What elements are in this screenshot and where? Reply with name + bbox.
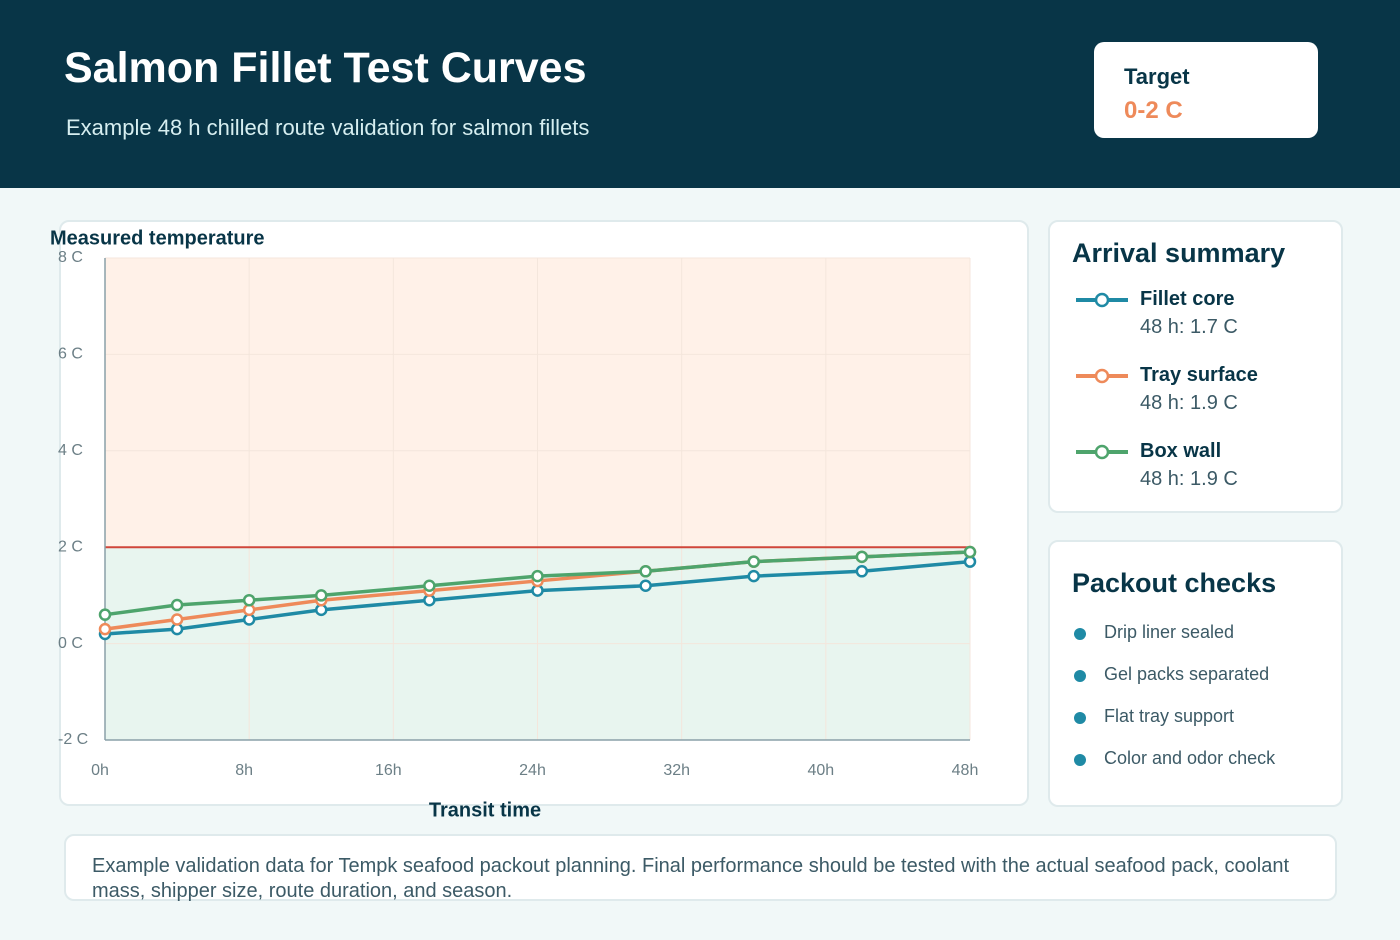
target-label: Target xyxy=(1124,64,1190,89)
point xyxy=(170,598,184,612)
point xyxy=(98,622,112,636)
check-item: Gel packs separated xyxy=(1074,664,1269,685)
check-item: Color and odor check xyxy=(1074,748,1275,769)
bullet xyxy=(1074,754,1086,766)
point xyxy=(170,613,184,626)
y-tick-label: 2 C xyxy=(58,538,83,555)
x-tick-label: 48h xyxy=(952,762,979,779)
check-label: Drip liner sealed xyxy=(1104,622,1235,642)
arrival-value: 48 h: 1.9 C xyxy=(1140,392,1238,414)
summary-title: Arrival summary xyxy=(1072,238,1286,268)
y-tick-label: -2 C xyxy=(58,731,88,748)
arrival-value: 48 h: 1.9 C xyxy=(1140,468,1238,490)
legend-marker xyxy=(1094,368,1110,384)
point xyxy=(98,608,112,621)
x-tick-label: 0h xyxy=(91,762,109,779)
y-tick-label: 8 C xyxy=(58,249,83,266)
check-label: Gel packs separated xyxy=(1104,664,1270,684)
legend-item: Tray surface 48 h: 1.9 C xyxy=(1074,364,1334,424)
legend-label: Fillet core xyxy=(1140,288,1235,310)
page-subtitle: Example 48 h chilled route validation fo… xyxy=(66,115,590,140)
note-card: Example validation data for Tempk seafoo… xyxy=(64,834,1337,902)
note: Example validation data for Tempk seafoo… xyxy=(92,855,1290,902)
y-tick-label: 4 C xyxy=(58,442,83,459)
target-value: 0-2 C xyxy=(1124,97,1183,124)
page-title: Salmon Fillet Test Curves xyxy=(64,44,587,92)
legend-label: Tray surface xyxy=(1140,364,1258,386)
x-tick-label: 16h xyxy=(375,762,402,779)
point xyxy=(855,550,869,564)
check-item: Drip liner sealed xyxy=(1074,622,1234,643)
checks-title: Packout checks xyxy=(1072,568,1277,598)
legend-icon xyxy=(1076,292,1128,308)
y-tick-label: 6 C xyxy=(58,346,83,363)
bullet xyxy=(1074,670,1086,682)
checks-card: Packout checks Drip liner sealed Gel pack… xyxy=(1048,540,1343,807)
arrival-value: 48 h: 1.7 C xyxy=(1140,316,1238,338)
point xyxy=(639,565,652,578)
bullet xyxy=(1074,628,1086,640)
point xyxy=(639,579,652,593)
summary-card: Arrival summary Fillet core 48 h: 1.7 C Tr… xyxy=(1048,220,1343,513)
x-tick-label: 8h xyxy=(235,762,253,779)
legend-marker xyxy=(1094,292,1110,308)
series-line xyxy=(104,550,971,617)
header: Salmon Fillet Test Curves Example 48 h c… xyxy=(0,0,1400,188)
legend-icon xyxy=(1076,368,1128,384)
legend-item: Fillet core 48 h: 1.7 C xyxy=(1074,288,1334,348)
legend-icon xyxy=(1076,444,1128,460)
y-tick-label: 0 C xyxy=(58,635,83,652)
y-axis-title: Measured temperature xyxy=(50,227,265,249)
series-line xyxy=(104,559,971,636)
legend-item: Box wall 48 h: 1.9 C xyxy=(1074,440,1334,500)
point xyxy=(963,545,977,559)
x-axis-title: Transit time xyxy=(429,799,541,821)
point xyxy=(315,589,328,602)
check-item: Flat tray support xyxy=(1074,706,1234,727)
x-tick-label: 32h xyxy=(663,762,690,779)
legend-label: Box wall xyxy=(1140,440,1222,462)
point xyxy=(531,569,544,583)
chart: Measured temperature Transit time -2 C 0 … xyxy=(50,227,979,821)
point xyxy=(747,555,760,568)
target-card: Target 0-2 C xyxy=(1094,42,1318,138)
x-tick-label: 24h xyxy=(519,762,546,779)
point xyxy=(423,579,436,593)
x-tick-label: 40h xyxy=(807,762,834,779)
point xyxy=(747,569,760,583)
legend-marker xyxy=(1094,444,1110,460)
check-label: Color and odor check xyxy=(1104,748,1276,768)
point xyxy=(855,565,869,578)
point xyxy=(242,593,256,607)
check-label: Flat tray support xyxy=(1104,706,1235,726)
bullet xyxy=(1074,712,1086,724)
